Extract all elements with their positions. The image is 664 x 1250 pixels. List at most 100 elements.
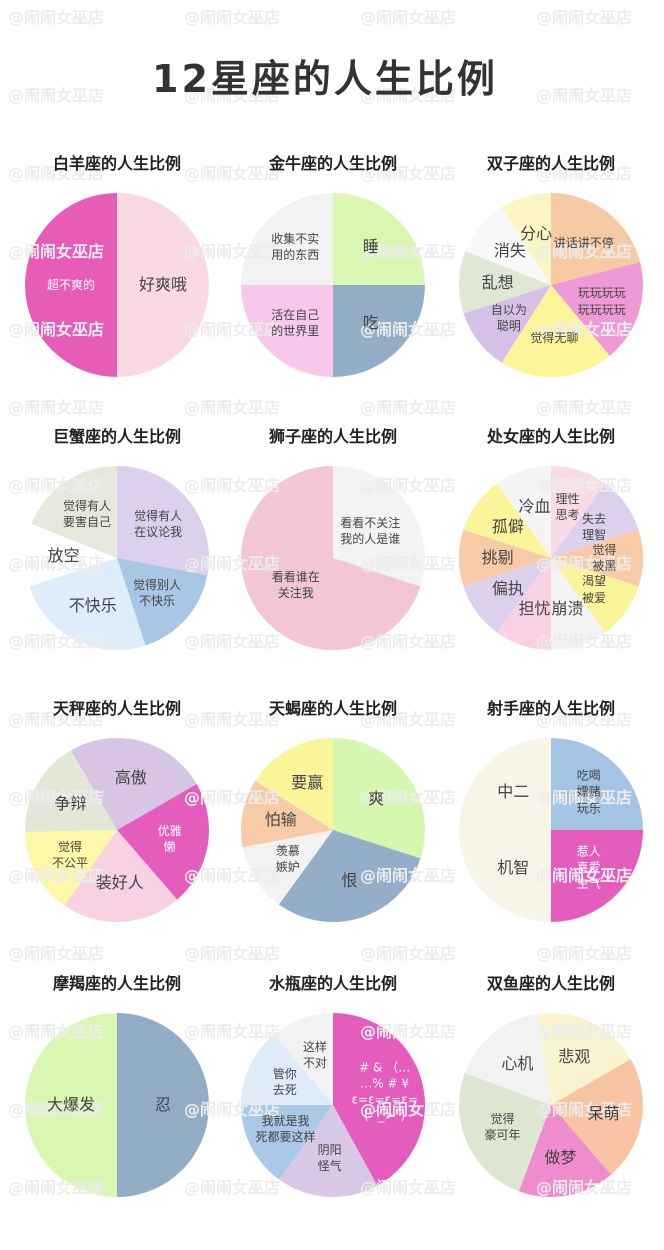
watermark: @闹闹女巫店	[184, 242, 281, 261]
watermark: @闹闹女巫店	[536, 398, 633, 417]
pie-slice	[501, 285, 610, 377]
watermark: @闹闹女巫店	[536, 1178, 633, 1197]
pie-slice	[241, 1034, 333, 1105]
watermark: @闹闹女巫店	[536, 1100, 633, 1119]
watermark: @闹闹女巫店	[184, 86, 281, 105]
pie-slice	[31, 466, 117, 558]
pie-slice	[241, 1105, 333, 1180]
watermark: @闹闹女巫店	[184, 554, 281, 573]
slice-label: 崩溃	[551, 598, 584, 618]
slice-label: 这样 不对	[302, 1039, 327, 1070]
slice-label: 自以为 聪明	[490, 302, 527, 333]
watermark: @闹闹女巫店	[184, 866, 281, 885]
slice-label: 孤僻	[491, 516, 524, 536]
slice-label: 心机	[501, 1053, 534, 1073]
watermark: @闹闹女巫店	[8, 710, 105, 729]
slice-label: 觉得别人 不快乐	[133, 578, 182, 609]
slice-label: 高傲	[114, 768, 147, 788]
slice-label: 看看不关注 我的人是谁	[340, 515, 401, 546]
pie-slice	[117, 193, 209, 377]
pie-slice	[551, 830, 643, 922]
watermark: @闹闹女巫店	[360, 788, 457, 807]
pie-slice	[117, 466, 209, 576]
pie-slice	[463, 285, 551, 363]
pie-slice	[551, 466, 606, 558]
slice-label: 消失	[493, 241, 526, 261]
chart-title: 狮子座的人生比例	[268, 427, 398, 446]
slice-label: 吃喝 嫖赌 玩乐	[576, 768, 601, 816]
pie-slice	[241, 466, 421, 650]
pie-slice	[117, 558, 208, 646]
watermark: @闹闹女巫店	[536, 164, 633, 183]
pie-slice	[333, 193, 425, 285]
chart-title: 摩羯座的人生比例	[52, 974, 182, 993]
watermark: @闹闹女巫店	[8, 1178, 105, 1197]
slice-label: 分心	[520, 223, 553, 243]
slice-label: 要赢	[291, 773, 324, 793]
pie-slice	[459, 738, 551, 830]
watermark: @闹闹女巫店	[536, 320, 633, 339]
watermark: @闹闹女巫店	[184, 1178, 281, 1197]
slice-label: 觉得有人 在议论我	[134, 508, 183, 539]
slice-label: 怕输	[264, 810, 297, 830]
watermark: @闹闹女巫店	[8, 320, 105, 339]
watermark: @闹闹女巫店	[360, 944, 457, 963]
pie-slice	[64, 830, 178, 922]
watermark: @闹闹女巫店	[8, 866, 105, 885]
slice-label: 吃	[362, 312, 379, 332]
watermark: @闹闹女巫店	[8, 242, 105, 261]
slice-label: 羡慕 嫉妒	[275, 843, 300, 874]
pie-slice	[25, 750, 117, 832]
slice-label: 失去 理智	[582, 511, 607, 542]
chart-title: 射手座的人生比例	[486, 699, 616, 718]
pie-slice	[255, 738, 333, 830]
watermark: @闹闹女巫店	[8, 788, 105, 807]
pie-slice	[551, 262, 643, 356]
pie-slice	[278, 1105, 378, 1197]
pie-slice	[25, 830, 117, 906]
slice-label: 中二	[497, 782, 530, 802]
chart-title: 天秤座的人生比例	[52, 699, 182, 718]
slice-label: 看看谁在 关注我	[271, 569, 320, 601]
watermark: @闹闹女巫店	[184, 164, 281, 183]
watermark: @闹闹女巫店	[536, 554, 633, 573]
watermark: @闹闹女巫店	[360, 242, 457, 261]
pie-slice	[25, 193, 117, 377]
pie-slice	[465, 207, 551, 285]
watermark: @闹闹女巫店	[536, 242, 633, 261]
watermark: @闹闹女巫店	[360, 86, 457, 105]
watermark: @闹闹女巫店	[8, 8, 105, 27]
chart-title: 白羊座的人生比例	[52, 154, 182, 173]
slice-label: 觉得 被黑	[592, 542, 617, 573]
chart-title: 巨蟹座的人生比例	[52, 427, 182, 446]
watermark: @闹闹女巫店	[8, 632, 105, 651]
watermark: @闹闹女巫店	[360, 164, 457, 183]
watermark: @闹闹女巫店	[184, 8, 281, 27]
pie-slice	[333, 1013, 425, 1186]
pie-slice	[496, 558, 551, 650]
pie-slice	[278, 830, 421, 922]
watermark: @闹闹女巫店	[360, 632, 457, 651]
chart-title: 双子座的人生比例	[486, 154, 616, 173]
slice-label: 阴阳 怪气	[317, 1143, 342, 1174]
pie-slice	[241, 285, 333, 377]
watermark: @闹闹女巫店	[360, 398, 457, 417]
watermark: @闹闹女巫店	[8, 1022, 105, 1041]
watermark: @闹闹女巫店	[8, 554, 105, 573]
pie-slice	[459, 251, 551, 314]
pie-slice	[241, 780, 333, 848]
pie-slice	[117, 1013, 209, 1197]
slice-label: 玩玩玩玩 玩玩玩玩	[577, 286, 626, 317]
watermark: @闹闹女巫店	[8, 398, 105, 417]
slice-label: 觉得无聊	[530, 331, 579, 346]
slice-label: 呆萌	[587, 1104, 620, 1124]
watermark: @闹闹女巫店	[536, 944, 633, 963]
watermark: @闹闹女巫店	[8, 944, 105, 963]
slice-label: 觉得有人 要害自己	[62, 498, 112, 529]
slice-label: 觉得 豪可年	[484, 1112, 521, 1143]
pie-slice	[24, 524, 117, 587]
watermark: @闹闹女巫店	[184, 944, 281, 963]
slice-label: 乱想	[481, 273, 514, 293]
pie-slice	[117, 784, 210, 900]
